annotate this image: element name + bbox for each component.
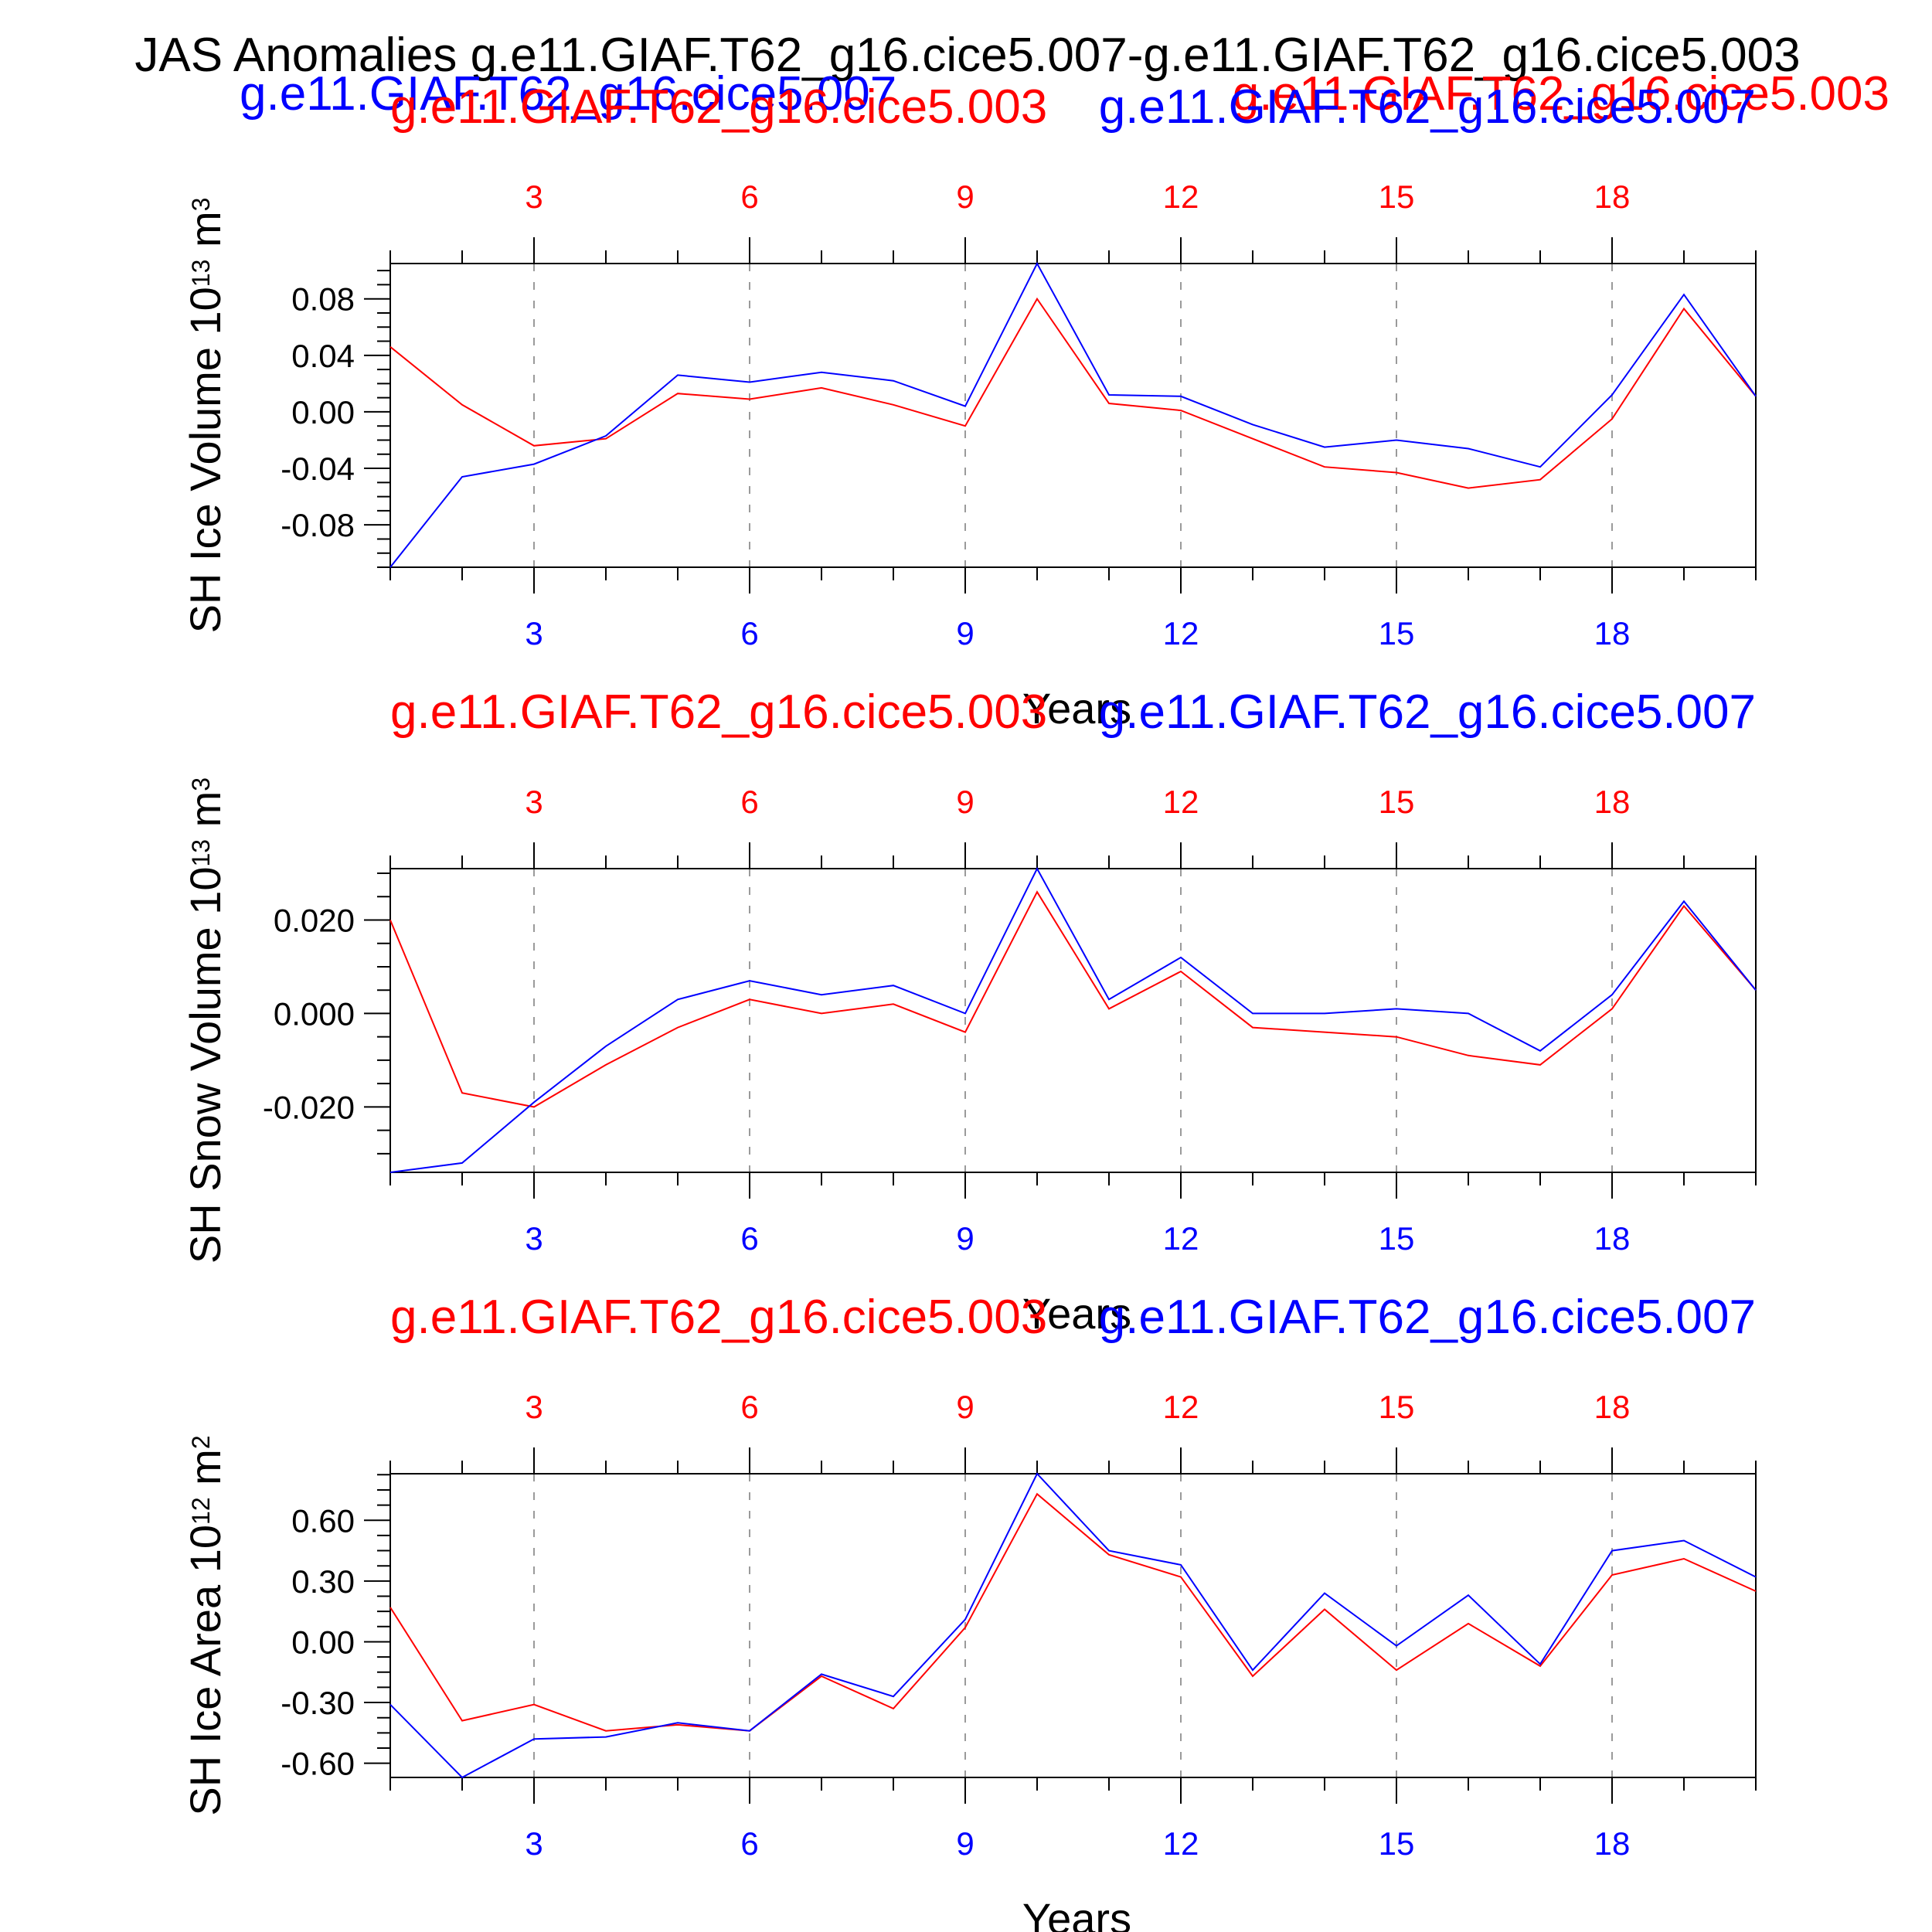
y-axis-label: SH Ice Area 1012 m2 xyxy=(181,1435,230,1815)
x-tick-label-top: 15 xyxy=(1379,1389,1415,1425)
x-tick-label-top: 18 xyxy=(1594,1389,1631,1425)
y-axis-label-superscript: 12 xyxy=(187,1497,215,1525)
plot-frame xyxy=(389,868,1757,1173)
x-tick-label-bottom: 18 xyxy=(1594,1825,1631,1862)
panel-run-label-left: g.e11.GIAF.T62_g16.cice5.003 xyxy=(390,80,1047,134)
x-tick-label-bottom: 18 xyxy=(1594,1220,1631,1257)
y-axis-label-superscript: 3 xyxy=(187,198,215,212)
y-tick-label: 0.08 xyxy=(291,281,355,318)
y-axis-label-superscript: 13 xyxy=(187,839,215,867)
y-tick-label: 0.30 xyxy=(291,1563,355,1600)
x-axis-label: Years xyxy=(1022,1894,1131,1932)
y-axis-label-text: m xyxy=(181,791,230,839)
y-tick-label: 0.00 xyxy=(291,1624,355,1660)
x-tick-label-bottom: 15 xyxy=(1379,1220,1415,1257)
x-tick-label-bottom: 3 xyxy=(525,615,543,651)
x-tick-label-top: 15 xyxy=(1379,784,1415,820)
panel-run-label-right: g.e11.GIAF.T62_g16.cice5.007 xyxy=(1099,1291,1756,1344)
y-axis-label-superscript: 13 xyxy=(187,260,215,287)
series-line-g-e11-giaf-t62-g16-cice5-003 xyxy=(389,890,1757,1108)
series-line-g-e11-giaf-t62-g16-cice5-003 xyxy=(389,1492,1757,1732)
panel-3: g.e11.GIAF.T62_g16.cice5.003 g.e11.GIAF.T… xyxy=(181,1291,1757,1932)
x-tick-label-bottom: 12 xyxy=(1163,615,1199,651)
panel-2: g.e11.GIAF.T62_g16.cice5.003 g.e11.GIAF.T… xyxy=(181,685,1757,1338)
series-line-g-e11-giaf-t62-g16-cice5-007 xyxy=(389,261,1757,568)
y-tick-label: -0.60 xyxy=(281,1746,355,1782)
y-tick-label: 0.04 xyxy=(291,338,355,374)
header-run-right: g.e11.GIAF.T62_g16.cice5.003 xyxy=(1233,67,1889,121)
x-tick-label-top: 6 xyxy=(740,784,758,820)
panel-run-label-left: g.e11.GIAF.T62_g16.cice5.003 xyxy=(390,685,1047,739)
panel-1: g.e11.GIAF.T62_g16.cice5.003 g.e11.GIAF.T… xyxy=(181,80,1757,733)
series-line-g-e11-giaf-t62-g16-cice5-007 xyxy=(389,866,1757,1173)
y-tick-label: 0.00 xyxy=(291,394,355,430)
x-tick-label-bottom: 12 xyxy=(1163,1825,1199,1862)
x-tick-label-bottom: 18 xyxy=(1594,615,1631,651)
x-tick-label-bottom: 15 xyxy=(1379,615,1415,651)
figure-title: JAS Anomalies g.e11.GIAF.T62_g16.cice5.0… xyxy=(134,29,1800,82)
x-tick-label-top: 12 xyxy=(1163,1389,1199,1425)
y-tick-label: -0.30 xyxy=(281,1685,355,1721)
y-axis-label-text: SH Ice Area 10 xyxy=(181,1525,230,1816)
y-axis-label-text: m xyxy=(181,1449,230,1497)
x-tick-label-bottom: 3 xyxy=(525,1825,543,1862)
y-tick-label: 0.020 xyxy=(274,903,355,939)
x-tick-label-bottom: 6 xyxy=(740,615,758,651)
x-axis-label: Years xyxy=(1022,684,1131,733)
x-tick-label-bottom: 12 xyxy=(1163,1220,1199,1257)
x-tick-label-top: 9 xyxy=(956,179,974,215)
plot-frame xyxy=(389,263,1757,568)
panel-run-label-right: g.e11.GIAF.T62_g16.cice5.007 xyxy=(1099,685,1756,739)
x-tick-label-top: 9 xyxy=(956,1389,974,1425)
x-tick-label-bottom: 6 xyxy=(740,1220,758,1257)
y-axis-label-text: SH Snow Volume 10 xyxy=(181,866,230,1264)
x-tick-label-top: 12 xyxy=(1163,784,1199,820)
x-tick-label-top: 18 xyxy=(1594,784,1631,820)
x-tick-label-top: 18 xyxy=(1594,179,1631,215)
y-tick-label: -0.04 xyxy=(281,451,355,487)
y-axis-label: SH Ice Volume 1013 m3 xyxy=(181,198,230,634)
y-axis-label-text: m xyxy=(181,211,230,259)
y-axis-label-text: SH Ice Volume 10 xyxy=(181,287,230,633)
panel-run-label-right: g.e11.GIAF.T62_g16.cice5.007 xyxy=(1099,80,1756,134)
x-tick-label-top: 12 xyxy=(1163,179,1199,215)
panel-run-label-left: g.e11.GIAF.T62_g16.cice5.003 xyxy=(390,1291,1047,1344)
x-tick-label-bottom: 9 xyxy=(956,1825,974,1862)
y-tick-label: 0.000 xyxy=(274,995,355,1032)
plot-frame xyxy=(389,1473,1757,1778)
x-tick-label-top: 3 xyxy=(525,1389,543,1425)
x-tick-label-bottom: 9 xyxy=(956,615,974,651)
series-line-g-e11-giaf-t62-g16-cice5-007 xyxy=(389,1472,1757,1779)
x-tick-label-top: 3 xyxy=(525,179,543,215)
x-tick-label-top: 6 xyxy=(740,179,758,215)
x-tick-label-bottom: 6 xyxy=(740,1825,758,1862)
header-run-left: g.e11.GIAF.T62_g16.cice5.007 xyxy=(240,67,896,121)
y-tick-label: 0.60 xyxy=(291,1502,355,1539)
y-axis-label-superscript: 3 xyxy=(187,777,215,791)
y-axis-label: SH Snow Volume 1013 m3 xyxy=(181,777,230,1264)
y-tick-label: -0.020 xyxy=(263,1089,355,1125)
x-tick-label-bottom: 3 xyxy=(525,1220,543,1257)
x-tick-label-top: 6 xyxy=(740,1389,758,1425)
x-tick-label-bottom: 9 xyxy=(956,1220,974,1257)
x-tick-label-top: 15 xyxy=(1379,179,1415,215)
y-tick-label: -0.08 xyxy=(281,507,355,543)
x-tick-label-bottom: 15 xyxy=(1379,1825,1415,1862)
panels: g.e11.GIAF.T62_g16.cice5.003 g.e11.GIAF.T… xyxy=(181,80,1757,1932)
x-axis-label: Years xyxy=(1022,1289,1131,1338)
y-axis-label-superscript: 2 xyxy=(187,1435,215,1449)
x-tick-label-top: 3 xyxy=(525,784,543,820)
series-line-g-e11-giaf-t62-g16-cice5-003 xyxy=(389,297,1757,489)
x-tick-label-top: 9 xyxy=(956,784,974,820)
